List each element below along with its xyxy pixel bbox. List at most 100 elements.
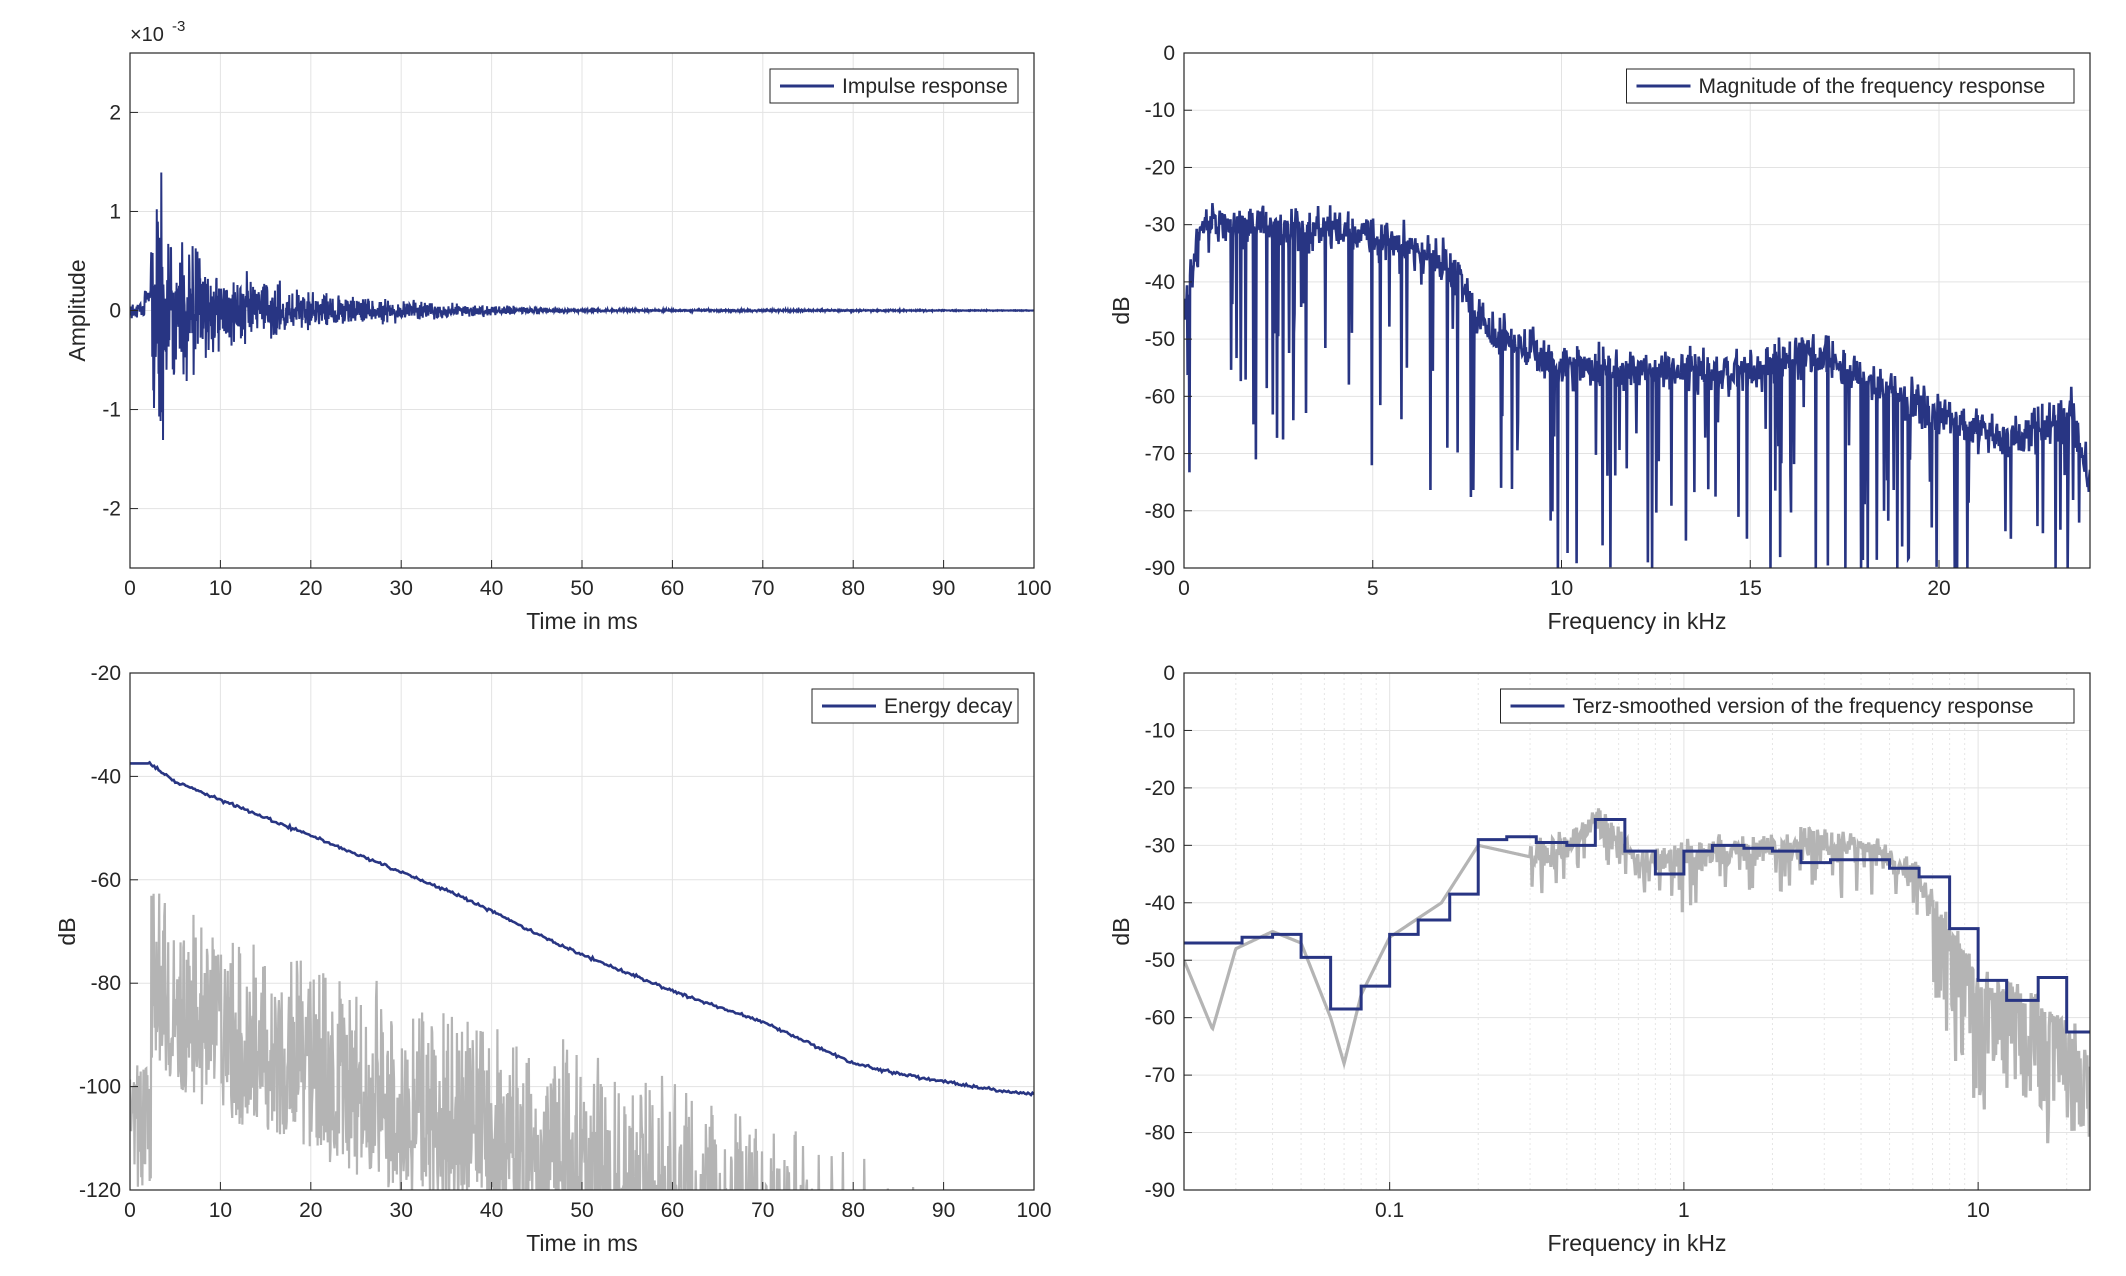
x-tick-label: 5 xyxy=(1367,577,1379,600)
y-tick-label: -120 xyxy=(79,1179,121,1202)
y-tick-label: -30 xyxy=(1145,834,1175,857)
legend-label: Terz-smoothed version of the frequency r… xyxy=(1573,695,2034,718)
y-tick-label: -2 xyxy=(102,498,121,521)
x-tick-label: 10 xyxy=(1966,1199,1989,1222)
chart-panel-top-left: 0 10 20 30 40 50 60 70 80 90 100 -2 -1 0 1 2 Time in ms A… xyxy=(64,18,1052,634)
y-tick-label: 2 xyxy=(109,101,121,124)
x-axis-label: Frequency in kHz xyxy=(1548,1230,1727,1256)
y-tick-label: -50 xyxy=(1145,949,1175,972)
y-tick-label: -40 xyxy=(1145,892,1175,915)
y-axis-label: dB xyxy=(1108,917,1134,945)
x-tick-label: 80 xyxy=(842,1199,865,1222)
x-tick-label: 60 xyxy=(661,577,684,600)
x-tick-label: 70 xyxy=(751,577,774,600)
plot-content xyxy=(130,760,1034,1190)
y-tick-label: -80 xyxy=(1145,1122,1175,1145)
plot-content xyxy=(130,172,1034,441)
y-tick-label: -80 xyxy=(1145,500,1175,523)
x-tick-label: 40 xyxy=(480,1199,503,1222)
chart-panel-bottom-left: 0 10 20 30 40 50 60 70 80 90 100 -20 -40 -60 -80 -100 -1… xyxy=(54,662,1052,1256)
x-tick-label: 20 xyxy=(1927,577,1950,600)
x-tick-label: 0.1 xyxy=(1375,1199,1404,1222)
y-tick-label: -70 xyxy=(1145,1064,1175,1087)
legend-label: Impulse response xyxy=(842,75,1008,98)
plot-area xyxy=(1184,673,2090,1190)
y-tick-label: -80 xyxy=(91,972,121,995)
x-tick-label: 70 xyxy=(751,1199,774,1222)
y-tick-label: -90 xyxy=(1145,1179,1175,1202)
frequency-response-line xyxy=(1184,203,2090,568)
x-tick-label: 20 xyxy=(299,577,322,600)
legend: Impulse response xyxy=(769,68,1019,104)
y-tick-label: -90 xyxy=(1145,557,1175,580)
legend-label: Magnitude of the frequency response xyxy=(1699,75,2046,98)
legend-box xyxy=(1500,688,2075,724)
y-tick-label: -60 xyxy=(1145,1007,1175,1030)
legend: Terz-smoothed version of the frequency r… xyxy=(1500,688,2075,724)
x-tick-label: 0 xyxy=(1178,577,1190,600)
y-tick-label: -20 xyxy=(1145,156,1175,179)
legend-box xyxy=(1626,68,2075,104)
legend: Magnitude of the frequency response xyxy=(1626,68,2075,104)
x-tick-label: 100 xyxy=(1016,577,1051,600)
axes-box xyxy=(1183,52,2091,569)
y-tick-label: 1 xyxy=(109,200,121,223)
x-tick-label: 50 xyxy=(570,577,593,600)
chart-panel-top-right: 0 5 10 15 20 0 -10 -20 -30 -40 -50 -60 -70 -80 -90 Freq… xyxy=(1108,42,2091,634)
y-tick-label: -20 xyxy=(91,662,121,685)
x-tick-label: 10 xyxy=(209,577,232,600)
raw-spectrum-line xyxy=(1184,808,2090,1144)
y-tick-label: 0 xyxy=(1163,42,1175,65)
x-tick-label: 30 xyxy=(390,1199,413,1222)
exponent-power: -3 xyxy=(172,18,185,35)
x-tick-label: 15 xyxy=(1739,577,1762,600)
x-tick-label: 0 xyxy=(124,577,136,600)
plot-content xyxy=(1184,808,2090,1144)
x-tick-label: 30 xyxy=(390,577,413,600)
x-tick-label: 10 xyxy=(209,1199,232,1222)
exponent-label: ×10 xyxy=(130,24,164,46)
energy-raw-line xyxy=(130,893,915,1190)
x-tick-label: 80 xyxy=(842,577,865,600)
legend: Energy decay xyxy=(811,688,1019,724)
y-tick-label: -20 xyxy=(1145,777,1175,800)
x-axis-label: Time in ms xyxy=(526,608,638,634)
y-tick-label: -10 xyxy=(1145,719,1175,742)
plot-content xyxy=(1184,203,2090,568)
y-tick-label: -70 xyxy=(1145,443,1175,466)
x-tick-label: 100 xyxy=(1016,1199,1051,1222)
x-tick-label: 10 xyxy=(1550,577,1573,600)
x-tick-label: 20 xyxy=(299,1199,322,1222)
x-tick-label: 0 xyxy=(124,1199,136,1222)
x-axis-label: Time in ms xyxy=(526,1230,638,1256)
chart-panel-bottom-right: 0.1 1 10 0 -10 -20 -30 -40 -50 -60 -70 -80 -90 Freque… xyxy=(1108,662,2091,1256)
y-tick-label: -100 xyxy=(79,1076,121,1099)
x-tick-label: 60 xyxy=(661,1199,684,1222)
x-tick-label: 90 xyxy=(932,577,955,600)
y-tick-label: -10 xyxy=(1145,99,1175,122)
axes-box xyxy=(1183,672,2091,1191)
impulse-response-line xyxy=(130,172,1034,441)
x-tick-label: 1 xyxy=(1678,1199,1690,1222)
y-tick-label: -60 xyxy=(1145,385,1175,408)
y-axis-label: dB xyxy=(54,917,80,945)
x-axis-label: Frequency in kHz xyxy=(1548,608,1727,634)
y-tick-label: -60 xyxy=(91,869,121,892)
y-tick-label: -1 xyxy=(102,399,121,422)
y-tick-label: -40 xyxy=(91,765,121,788)
x-tick-label: 50 xyxy=(570,1199,593,1222)
y-axis-label: dB xyxy=(1108,296,1134,324)
y-axis-label: Amplitude xyxy=(64,259,90,361)
y-tick-label: -30 xyxy=(1145,214,1175,237)
y-tick-label: 0 xyxy=(109,300,121,323)
legend-label: Energy decay xyxy=(884,695,1013,718)
y-tick-label: -40 xyxy=(1145,271,1175,294)
y-tick-label: 0 xyxy=(1163,662,1175,685)
terz-smoothed-line xyxy=(1184,817,2090,1034)
x-tick-label: 40 xyxy=(480,577,503,600)
energy-decay-line xyxy=(130,760,1034,1097)
x-tick-label: 90 xyxy=(932,1199,955,1222)
y-tick-label: -50 xyxy=(1145,328,1175,351)
minor-gridlines xyxy=(1235,673,2068,1190)
